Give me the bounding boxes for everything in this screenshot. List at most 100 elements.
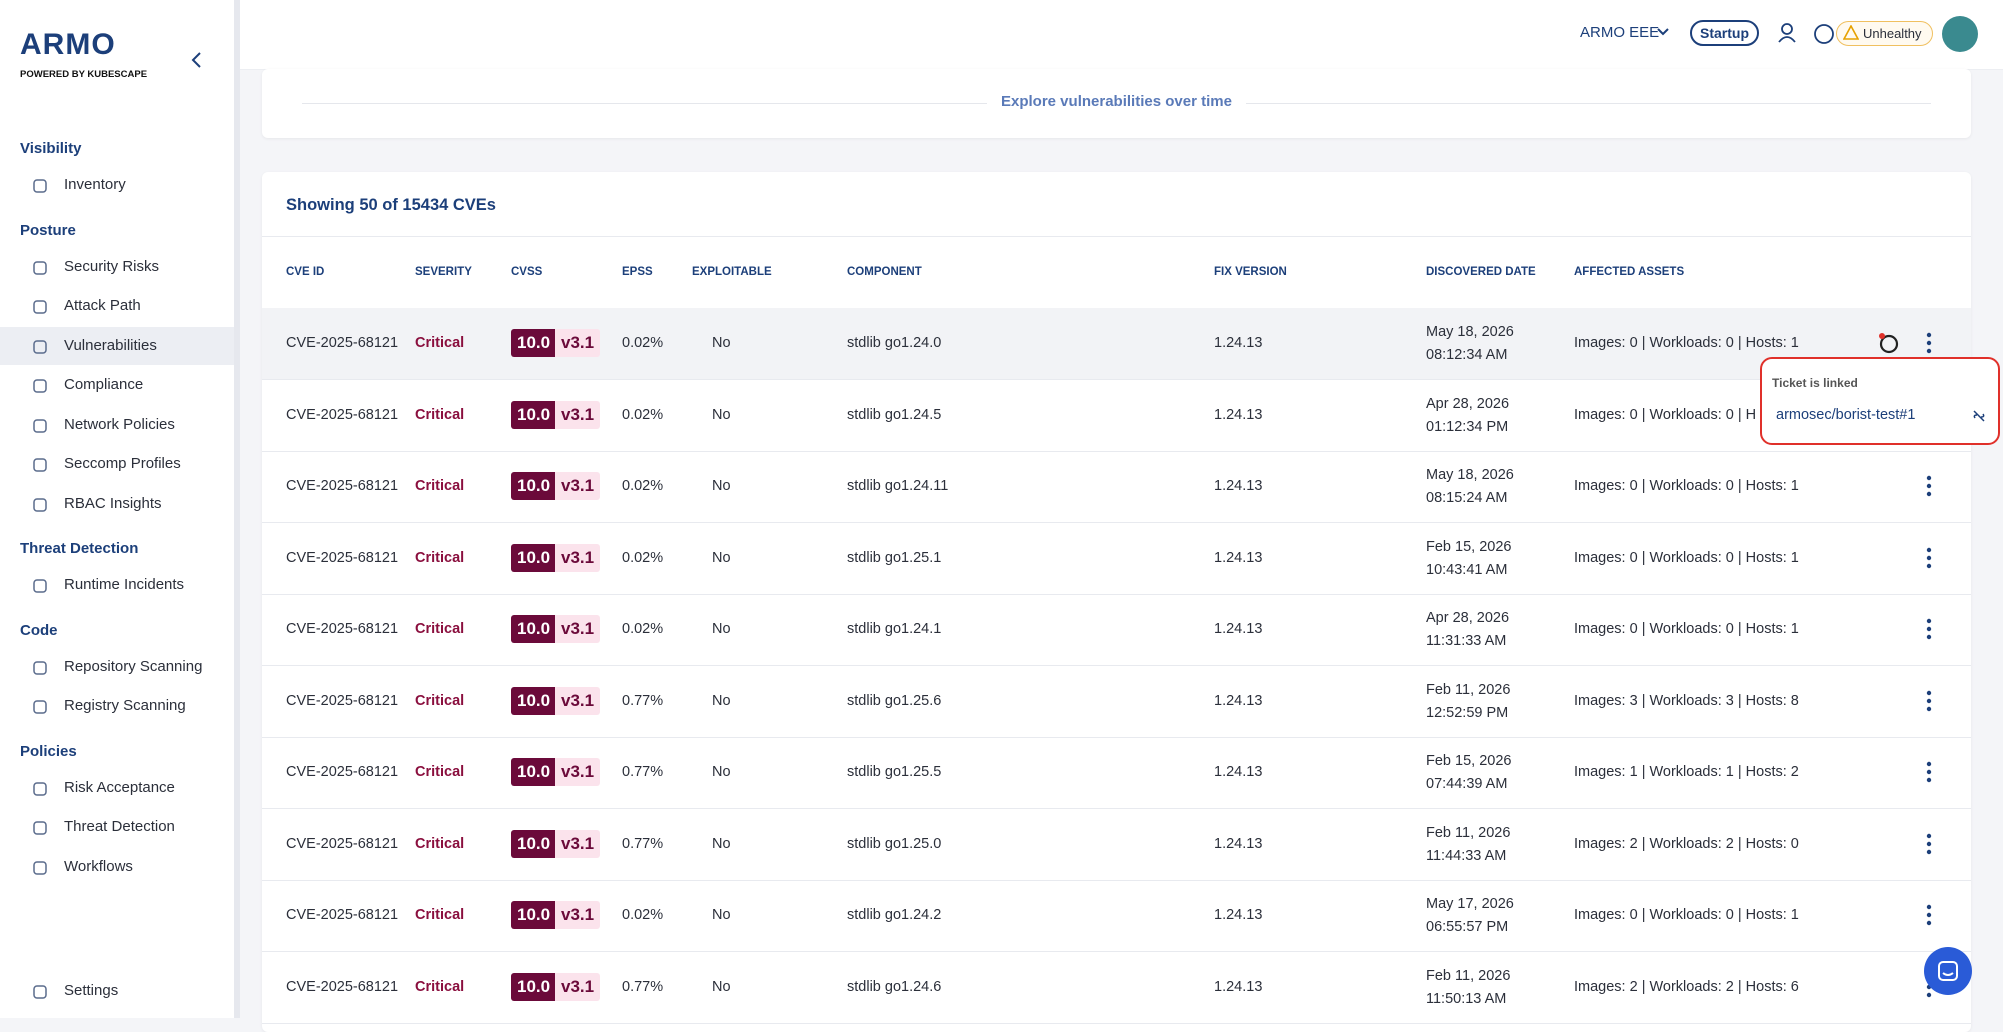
collapse[interactable] [190, 50, 204, 70]
discovered-time: 07:44:39 AM [1426, 776, 1508, 792]
cve-id: CVE-2025-68121 [286, 478, 399, 494]
nav-label: Attack Path [64, 297, 141, 314]
table-row[interactable]: CVE-2025-68121 Critical 10.0 v3.1 0.77% No std… [262, 737, 1971, 809]
discovered-date: Feb 11, 2026 [1426, 681, 1511, 698]
severity: Critical [415, 621, 465, 637]
row-menu[interactable] [1923, 833, 1935, 859]
nav-item[interactable]: Risk Acceptance [0, 769, 234, 807]
nav-item[interactable]: Threat Detection [0, 808, 234, 846]
component: stdlib go1.24.2 [847, 907, 942, 923]
cve-id: CVE-2025-68121 [286, 692, 399, 709]
table-row[interactable]: CVE-2025-68121 Critical 10.0 v3.1 0.02% No std… [262, 451, 1971, 523]
severity: Critical [415, 335, 465, 351]
row-menu[interactable] [1923, 690, 1935, 716]
section-title: Visibility [20, 140, 82, 157]
nav-item[interactable]: Security Risks [0, 248, 234, 286]
table-row[interactable]: CVE-2025-68121 Critical 10.0 v3.1 0.02% No std… [262, 594, 1971, 666]
column-header[interactable]: CVSS [511, 266, 543, 278]
nav-item[interactable]: Inventory [0, 166, 234, 204]
table-row[interactable]: CVE-2025-68121 Critical 10.0 v3.1 0.77% No std… [262, 666, 1971, 738]
avatar[interactable] [1942, 16, 1978, 52]
section-title: Policies [20, 742, 77, 760]
nav-item[interactable]: Seccomp Profiles [0, 445, 234, 483]
nav-item[interactable]: Runtime Incidents [0, 566, 234, 604]
nav-item[interactable]: Attack Path [0, 287, 234, 325]
table-row[interactable]: CVE-2025-68121 Critical 10.0 v3.1 0.02% No std… [262, 308, 1971, 380]
row-menu[interactable] [1923, 332, 1935, 358]
row-menu[interactable] [1923, 904, 1935, 930]
cve-id: CVE-2025-68121 [286, 621, 399, 637]
table-row[interactable]: CVE-2025-68121 Critical 10.0 v3.1 0.02% No std… [262, 880, 1971, 952]
column-header[interactable]: EPSS [622, 266, 653, 278]
cvss-score: 10.0 [511, 615, 557, 643]
discovered-date: Feb 15, 2026 [1426, 753, 1512, 769]
plan-badge[interactable]: Startup [1690, 20, 1759, 46]
column-header[interactable]: FIX VERSION [1214, 266, 1287, 278]
nav-label: RBAC Insights [64, 494, 162, 512]
row-menu[interactable] [1923, 618, 1935, 644]
column-header[interactable]: SEVERITY [415, 266, 472, 278]
icons[interactable] [1778, 22, 1838, 46]
cvss-score: 10.0 [511, 901, 557, 929]
exploitable: No [712, 549, 731, 566]
fix-version: 1.24.13 [1214, 549, 1263, 566]
affected-assets: Images: 0 | Workloads: 0 | Hosts: 1 [1574, 335, 1799, 351]
row-menu[interactable] [1923, 475, 1935, 501]
column-header[interactable]: DISCOVERED DATE [1426, 266, 1536, 278]
row-menu[interactable] [1923, 761, 1935, 787]
cve-id: CVE-2025-68121 [286, 907, 399, 923]
column-header[interactable]: EXPLOITABLE [692, 266, 772, 278]
cvss-score: 10.0 [511, 400, 557, 429]
table-row[interactable]: CVE-2025-68121 Critical 10.0 v3.1 0.77% No std… [262, 809, 1971, 881]
cvss-score: 10.0 [511, 972, 557, 1001]
fix-version: 1.24.13 [1214, 335, 1263, 351]
cvss-score: 10.0 [511, 543, 557, 572]
component: stdlib go1.25.5 [847, 764, 942, 780]
explore-card: Explore vulnerabilities over time [262, 69, 1971, 138]
cvss-score: 10.0 [511, 758, 557, 786]
affected-assets: Images: 3 | Workloads: 3 | Hosts: 8 [1574, 692, 1799, 709]
nav-item[interactable]: RBAC Insights [0, 485, 234, 523]
nav-item[interactable]: Settings [0, 972, 234, 1010]
ticket-popup: Ticket is linked armosec/borist-test#1 [1760, 357, 2000, 445]
nav-item[interactable]: Network Policies [0, 406, 234, 444]
chat-button[interactable] [1924, 947, 1972, 995]
cve-id: CVE-2025-68121 [286, 835, 399, 852]
unlink-icon[interactable] [1972, 409, 1986, 423]
nav-label: Inventory [64, 176, 126, 193]
discovered-time: 11:31:33 AM [1426, 633, 1507, 649]
discovered-date: Feb 15, 2026 [1426, 538, 1512, 555]
nav-item[interactable]: Compliance [0, 366, 234, 404]
discovered-time: 11:50:13 AM [1426, 990, 1507, 1007]
column-header[interactable]: CVE ID [286, 266, 325, 278]
column-header[interactable]: COMPONENT [847, 266, 922, 278]
sidebar: ARMO POWERED BY KUBESCAPE Visibility Inve… [0, 0, 240, 1018]
nav-item[interactable]: Registry Scanning [0, 687, 234, 725]
component: stdlib go1.25.1 [847, 549, 942, 566]
exploitable: No [712, 764, 731, 780]
discovered-date: May 18, 2026 [1426, 467, 1514, 483]
table-row[interactable]: CVE-2025-68121 Critical 10.0 v3.1 0.77% No std… [262, 952, 1971, 1024]
nav-item[interactable]: Workflows [0, 848, 234, 886]
nav-label: Repository Scanning [64, 657, 203, 675]
nav-label: Risk Acceptance [64, 778, 175, 796]
table-row[interactable]: CVE-2025-68121 Critical 10.0 v3.1 0.02% No std… [262, 523, 1971, 595]
row-menu[interactable] [1923, 547, 1935, 573]
discovered-time: 12:52:59 PM [1426, 704, 1509, 721]
component: stdlib go1.24.6 [847, 978, 942, 995]
nav-label: Vulnerabilities [64, 336, 157, 354]
nav-item[interactable]: Repository Scanning [0, 648, 234, 686]
status-badge[interactable]: Unhealthy [1836, 21, 1933, 46]
column-header[interactable]: AFFECTED ASSETS [1574, 266, 1685, 278]
account[interactable]: ARMO EEE [1580, 24, 1660, 41]
affected-assets: Images: 1 | Workloads: 1 | Hosts: 2 [1574, 764, 1799, 780]
cvss-version: v3.1 [555, 615, 601, 643]
ticket-link[interactable]: armosec/borist-test#1 [1776, 407, 1916, 423]
explore-toggle[interactable]: Explore vulnerabilities over time [987, 93, 1246, 110]
exploitable: No [712, 478, 731, 494]
table-row[interactable]: CVE-2025-68121 Critical 10.0 v3.1 0.02% No std… [262, 380, 1971, 452]
nav-item[interactable]: Vulnerabilities [0, 326, 234, 365]
topbar: ARMO EEE Startup Unhealthy [240, 0, 2003, 70]
cve-id: CVE-2025-68121 [286, 335, 399, 351]
github-ticket[interactable] [1878, 333, 1900, 359]
